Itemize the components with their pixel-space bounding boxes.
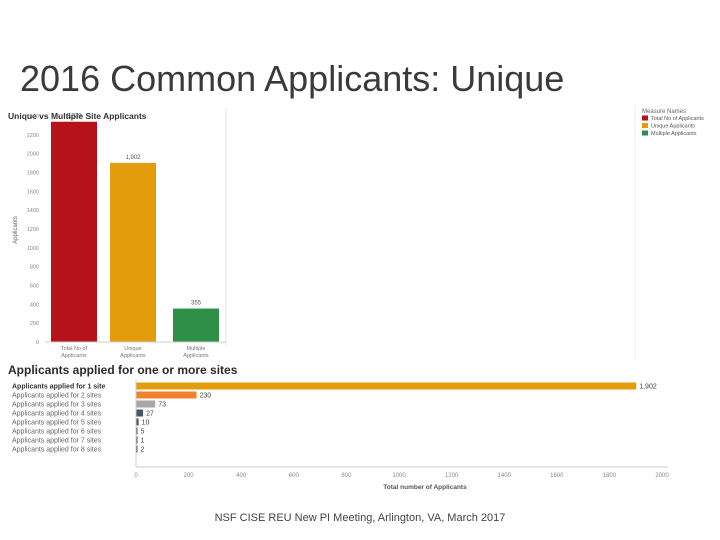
chart1-ytick-label: 0 <box>36 340 39 346</box>
legend-entry: Unique Applicants <box>651 124 695 130</box>
chart1-ytick-label: 1400 <box>27 208 39 214</box>
legend-entry: Total No of Applicants <box>651 116 704 122</box>
chart2-xtick-label: 1800 <box>603 473 617 479</box>
chart2-bar <box>136 427 138 435</box>
chart1-ytick-label: 800 <box>30 265 39 271</box>
chart2-bar <box>136 409 144 417</box>
chart2-xtick-label: 1400 <box>498 473 512 479</box>
chart2-category-label: Applicants applied for 1 site <box>12 384 105 391</box>
legend-entry: Multiple Applicants <box>651 131 697 137</box>
chart1-ytick-label: 400 <box>30 302 39 308</box>
chart2-value-label: 10 <box>142 420 150 427</box>
chart1-title: Unique vs Multiple Site Applicants <box>8 111 147 121</box>
legend-title: Measure Names <box>642 109 686 115</box>
chart1-value-label: 2,339 <box>66 114 82 120</box>
chart2-category-label: Applicants applied for 3 sites <box>12 402 102 409</box>
chart2-xlabel: Total number of Applicants <box>383 484 467 491</box>
chart2-xtick-label: 600 <box>289 473 300 479</box>
chart2-bar <box>136 400 156 408</box>
chart2-xtick-label: 200 <box>184 473 195 479</box>
legend-swatch <box>642 123 648 128</box>
chart2-bar <box>136 418 139 426</box>
chart1-ytick-label: 1600 <box>27 189 39 195</box>
chart1-ytick-label: 600 <box>30 284 39 290</box>
chart1-ytick-label: 200 <box>30 321 39 327</box>
chart2-xtick-label: 800 <box>341 473 352 479</box>
chart2-xtick-label: 1200 <box>445 473 459 479</box>
chart2-value-label: 73 <box>158 402 166 409</box>
chart2-category-label: Applicants applied for 5 sites <box>12 420 102 427</box>
chart2-title: Applicants applied for one or more sites <box>8 363 238 377</box>
chart1-category-label: Applicants <box>61 353 87 359</box>
chart1-category-label: Applicants <box>183 353 209 359</box>
chart1-ytick-label: 1800 <box>27 171 39 177</box>
chart1-ytick-label: 2000 <box>27 152 39 158</box>
chart2-value-label: 2 <box>141 447 145 454</box>
chart2-xtick-label: 0 <box>134 473 138 479</box>
chart2-xtick-label: 1600 <box>550 473 564 479</box>
chart2-category-label: Applicants applied for 7 sites <box>12 438 102 445</box>
chart2-value-label: 230 <box>199 393 211 400</box>
chart1-category-label: Total No of <box>61 346 88 352</box>
chart2-value-label: 1,902 <box>639 384 657 391</box>
chart2-category-label: Applicants applied for 8 sites <box>12 447 102 454</box>
slide-title: 2016 Common Applicants: Unique <box>20 58 565 99</box>
chart2-bar <box>136 436 138 444</box>
chart1-ylabel: Applicants <box>13 216 19 244</box>
chart1-ytick-label: 2200 <box>27 133 39 139</box>
chart1-bar <box>173 308 219 342</box>
chart1-category-label: Multiple <box>187 346 206 352</box>
chart2-bar <box>136 445 138 453</box>
chart1-value-label: 355 <box>191 301 202 307</box>
chart2-xtick-label: 1000 <box>392 473 406 479</box>
chart1-category-label: Applicants <box>120 353 146 359</box>
chart2-value-label: 1 <box>141 438 145 445</box>
chart1-value-label: 1,902 <box>125 155 141 161</box>
chart1-category-label: Unique <box>124 346 141 352</box>
chart2-xtick-label: 2000 <box>655 473 669 479</box>
legend-swatch <box>642 115 648 121</box>
chart2-category-label: Applicants applied for 2 sites <box>12 393 102 400</box>
chart2-category-label: Applicants applied for 4 sites <box>12 411 102 418</box>
chart1-bar <box>51 121 97 342</box>
chart2-category-label: Applicants applied for 6 sites <box>12 429 102 436</box>
chart1-ytick-label: 1000 <box>27 246 39 252</box>
legend-swatch <box>642 130 648 136</box>
footer-text: NSF CISE REU New PI Meeting, Arlington, … <box>214 512 506 524</box>
chart2-value-label: 27 <box>146 411 154 418</box>
chart2-xtick-label: 400 <box>236 473 247 479</box>
chart2-value-label: 5 <box>141 429 145 436</box>
chart2-bar <box>136 382 637 390</box>
chart2-bar <box>136 391 197 399</box>
chart1-bar <box>110 162 156 342</box>
chart1-ytick-label: 1200 <box>27 227 39 233</box>
chart1-ytick-label: 2400 <box>27 114 39 120</box>
